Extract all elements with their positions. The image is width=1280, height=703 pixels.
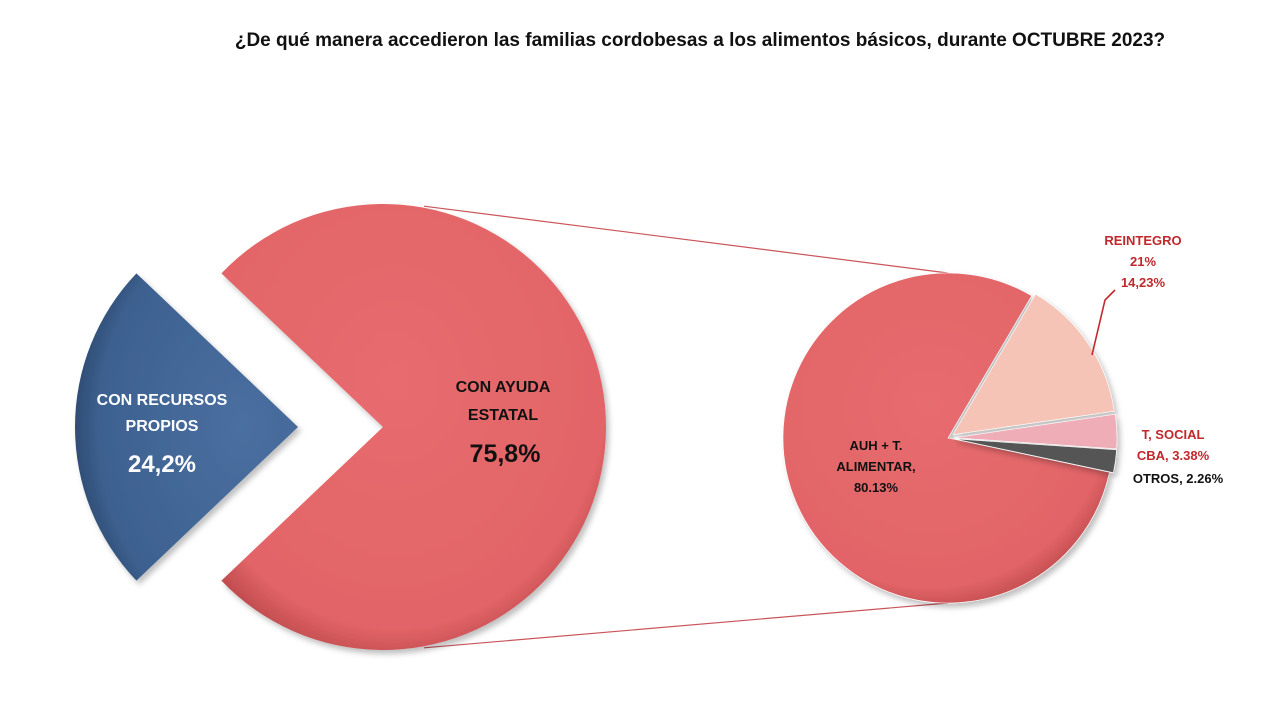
- label-otros-line: OTROS, 2.26%: [1133, 471, 1224, 486]
- leader-line-reintegro: [1091, 289, 1116, 356]
- label-reintegro-line: 14,23%: [1121, 275, 1166, 290]
- slice-con-ayuda-estatal: [221, 204, 607, 650]
- slice-con-recursos-propios: [74, 273, 299, 581]
- label-con-ayuda-estatal: CON AYUDA ESTATAL: [456, 379, 551, 424]
- label-con-recursos-propios-line: CON RECURSOS: [97, 392, 228, 409]
- label-con-recursos-propios-line: PROPIOS: [126, 418, 199, 435]
- chart-labels: CON RECURSOS PROPIOS 24,2% CON AYUDA ESTATAL…: [97, 233, 1224, 495]
- label-t-social-cba: T, SOCIAL CBA, 3.38%: [1137, 427, 1210, 463]
- label-auh-t-alimentar: AUH + T. ALIMENTAR, 80.13%: [836, 438, 915, 495]
- value-con-ayuda-estatal: 75,8%: [470, 440, 541, 468]
- main-pie: [74, 204, 607, 650]
- label-con-ayuda-estatal-line: ESTATAL: [468, 407, 538, 424]
- connector-bottom: [423, 602, 949, 649]
- chart-title: ¿De qué manera accedieron las familias c…: [234, 30, 1166, 51]
- label-auh-t-alimentar-line: AUH + T.: [849, 438, 902, 453]
- label-t-social-cba-line: T, SOCIAL: [1142, 427, 1205, 442]
- label-reintegro-line: 21%: [1130, 254, 1156, 269]
- label-otros: OTROS, 2.26%: [1133, 471, 1224, 486]
- connector-top: [423, 205, 949, 274]
- label-auh-t-alimentar-line: 80.13%: [854, 480, 899, 495]
- value-con-recursos-propios: 24,2%: [128, 451, 196, 478]
- label-t-social-cba-line: CBA, 3.38%: [1137, 448, 1210, 463]
- slice-t-social-cba: [953, 413, 1118, 450]
- slice-auh-t-alimentar: [782, 272, 1110, 604]
- label-con-ayuda-estatal-line: CON AYUDA: [456, 379, 551, 396]
- secondary-pie: [782, 272, 1118, 604]
- label-auh-t-alimentar-line: ALIMENTAR,: [836, 459, 915, 474]
- label-reintegro-line: REINTEGRO: [1104, 233, 1181, 248]
- label-con-recursos-propios: CON RECURSOS PROPIOS: [97, 392, 228, 435]
- connector-lines: [423, 205, 949, 649]
- slice-otros: [953, 438, 1117, 474]
- label-reintegro: REINTEGRO 21% 14,23%: [1104, 233, 1181, 290]
- slice-reintegro: [952, 293, 1115, 436]
